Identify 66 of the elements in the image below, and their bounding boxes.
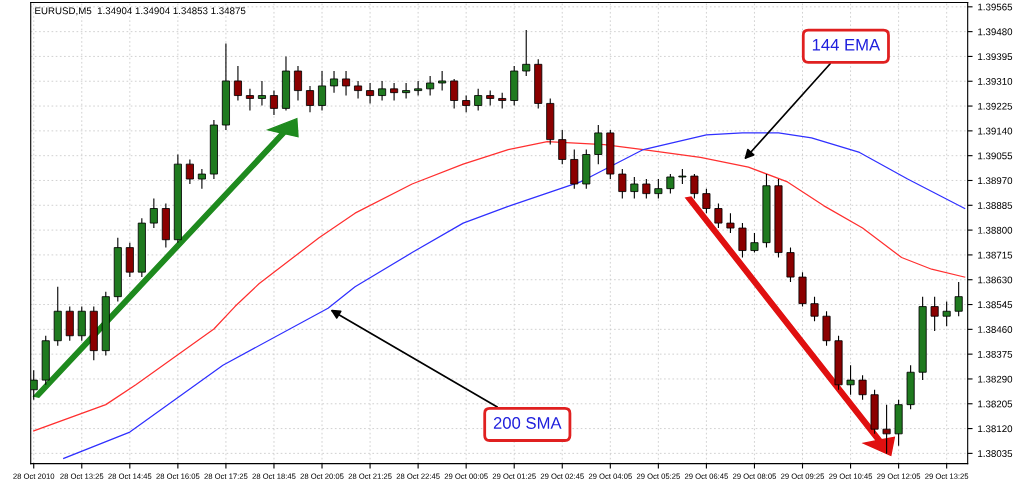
y-tick-label: 1.39225 — [978, 102, 1013, 110]
candlestick — [269, 90, 278, 116]
candlestick — [390, 82, 399, 102]
candlestick — [594, 124, 603, 165]
candlestick — [714, 202, 723, 229]
candlestick — [354, 80, 363, 100]
candlestick — [305, 85, 315, 113]
candlestick — [30, 369, 38, 401]
candlestick — [426, 75, 435, 97]
y-tick-label: 1.39395 — [978, 53, 1013, 61]
candlestick — [666, 173, 675, 195]
candlestick — [474, 88, 483, 111]
candlestick — [630, 176, 639, 200]
annotation: 144 EMA — [812, 39, 881, 51]
candlestick — [245, 88, 254, 111]
candlestick — [317, 70, 327, 111]
y-tick-label: 1.38290 — [978, 375, 1013, 383]
candlestick — [810, 296, 819, 322]
y-tick-label: 1.38460 — [978, 326, 1013, 333]
y-tick-label: 1.38035 — [978, 450, 1013, 457]
y-tick-label: 1.38715 — [978, 251, 1013, 259]
candlestick — [558, 129, 567, 165]
annotation: EURUSD,M5 1.34904 1.34904 1.34853 1.34875 — [35, 7, 246, 16]
candlestick — [858, 374, 867, 401]
candlestick — [257, 80, 266, 107]
candlestick — [366, 82, 375, 104]
candlestick — [846, 364, 855, 396]
candlestick — [402, 82, 411, 100]
y-tick-label: 1.38630 — [978, 276, 1013, 284]
candlestick — [738, 222, 747, 259]
candlestick — [233, 65, 242, 102]
candlestick — [450, 78, 459, 109]
candlestick — [330, 70, 339, 94]
candlestick — [185, 158, 194, 185]
candlestick — [642, 178, 651, 200]
candlestick — [342, 70, 351, 97]
y-tick-label: 1.38375 — [978, 350, 1013, 358]
y-tick-label: 1.38885 — [978, 202, 1013, 209]
candlestick — [750, 232, 759, 254]
y-tick-label: 1.39565 — [978, 3, 1013, 11]
candlestick — [726, 212, 735, 234]
candlestick — [654, 178, 663, 200]
y-tick-label: 1.38205 — [978, 400, 1013, 408]
y-tick-label: 1.39480 — [978, 28, 1013, 36]
candlestick — [522, 29, 531, 77]
candlestick — [618, 168, 627, 200]
candlestick — [149, 198, 158, 229]
candlestick — [438, 70, 447, 92]
candlestick — [414, 80, 423, 97]
y-tick-label: 1.38800 — [978, 226, 1013, 234]
candlestick — [942, 301, 951, 327]
candlestick — [378, 80, 387, 102]
candlestick — [882, 404, 891, 455]
y-tick-label: 1.38970 — [978, 177, 1013, 185]
y-tick-label: 1.38120 — [978, 425, 1013, 433]
y-tick-label: 1.39140 — [978, 127, 1013, 135]
y-tick-label: 1.39310 — [978, 77, 1013, 85]
candlestick — [954, 281, 963, 317]
candlestick — [702, 188, 711, 214]
candlestick — [930, 296, 939, 332]
candlestick — [197, 168, 206, 190]
annotation: 200 SMA — [493, 417, 562, 429]
candlestick — [293, 65, 303, 102]
y-tick-label: 1.39055 — [978, 152, 1013, 160]
y-tick-label: 1.38545 — [978, 301, 1013, 309]
candlestick — [690, 173, 699, 200]
